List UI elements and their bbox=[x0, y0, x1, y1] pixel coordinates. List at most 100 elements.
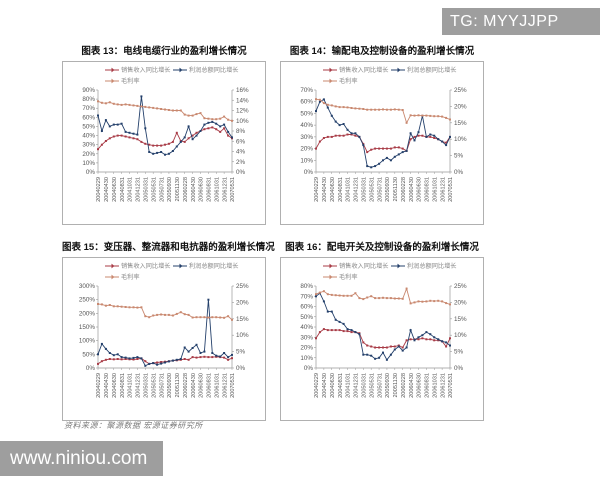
svg-text:20040229: 20040229 bbox=[314, 177, 320, 202]
chart-15-transformer: 0% 50% 100% 150% 200% 250% 300% 0% 5% 10% 15% 20% 25… bbox=[62, 257, 266, 421]
svg-text:20050930: 20050930 bbox=[167, 373, 173, 398]
svg-text:20040430: 20040430 bbox=[322, 177, 328, 202]
svg-text:20040229: 20040229 bbox=[96, 373, 102, 398]
svg-text:20050531: 20050531 bbox=[369, 373, 375, 398]
svg-text:60%: 60% bbox=[300, 304, 313, 311]
chart-canvas: 0% 10% 20% 30% 40% 50% 60% 70% 80% 90% 0% 2% 4% 6% 8% 1… bbox=[82, 66, 249, 202]
svg-text:20050731: 20050731 bbox=[377, 373, 383, 398]
svg-text:20060831: 20060831 bbox=[207, 373, 213, 398]
svg-text:20060228: 20060228 bbox=[183, 177, 189, 202]
svg-text:10%: 10% bbox=[454, 332, 467, 339]
chart-canvas: 0% 50% 100% 150% 200% 250% 300% 0% 5% 10% 15% 20% 25… bbox=[79, 262, 249, 398]
svg-text:20060630: 20060630 bbox=[199, 373, 205, 398]
svg-text:20061231: 20061231 bbox=[440, 177, 446, 202]
svg-text:20060430: 20060430 bbox=[409, 177, 415, 202]
svg-text:50%: 50% bbox=[82, 123, 95, 130]
svg-text:20060630: 20060630 bbox=[417, 177, 423, 202]
svg-text:20060831: 20060831 bbox=[425, 177, 431, 202]
chart-title-14: 图表 14：输配电及控制设备的盈利增长情况 bbox=[289, 46, 475, 57]
svg-text:16%: 16% bbox=[236, 87, 249, 94]
svg-text:利润总额同比增长: 利润总额同比增长 bbox=[189, 262, 239, 270]
svg-text:50%: 50% bbox=[300, 314, 313, 321]
chart-block-13: 图表 13：电线电缆行业的盈利增长情况 0% 10% 20% 30% 40% 50% 60%… bbox=[62, 45, 266, 225]
chart-block-15: 图表 15：变压器、整流器和电抗器的盈利增长情况 0% 50% 100% 150% 20… bbox=[62, 241, 275, 421]
svg-text:15%: 15% bbox=[454, 120, 467, 127]
svg-text:20070531: 20070531 bbox=[230, 373, 236, 398]
svg-text:10%: 10% bbox=[236, 332, 249, 339]
svg-text:20050930: 20050930 bbox=[385, 177, 391, 202]
chart-title-15: 图表 15：变压器、整流器和电抗器的盈利增长情况 bbox=[62, 242, 275, 253]
svg-text:20051130: 20051130 bbox=[175, 373, 181, 397]
chart-14-transmission-control: 0% 10% 20% 30% 40% 50% 60% 70% 0% 5% 10% 15% 20% 25% 2… bbox=[280, 61, 484, 225]
svg-text:利润总额同比增长: 利润总额同比增长 bbox=[407, 262, 457, 270]
svg-text:150%: 150% bbox=[79, 324, 96, 331]
svg-text:20040430: 20040430 bbox=[104, 373, 110, 398]
svg-text:20060831: 20060831 bbox=[425, 373, 431, 398]
svg-text:20060228: 20060228 bbox=[401, 177, 407, 202]
svg-text:20040831: 20040831 bbox=[338, 177, 344, 202]
chart-title-13: 图表 13：电线电缆行业的盈利增长情况 bbox=[81, 46, 247, 57]
svg-text:80%: 80% bbox=[300, 283, 313, 290]
svg-text:销售收入同比增长: 销售收入同比增长 bbox=[339, 262, 389, 270]
svg-text:20041031: 20041031 bbox=[346, 373, 352, 398]
svg-text:20041231: 20041231 bbox=[136, 177, 142, 202]
chart-canvas: 0% 10% 20% 30% 40% 50% 60% 70% 0% 5% 10% 15% 20% 25% 2… bbox=[300, 66, 467, 202]
svg-text:90%: 90% bbox=[82, 87, 95, 94]
svg-text:20061231: 20061231 bbox=[222, 373, 228, 398]
svg-text:20050531: 20050531 bbox=[151, 373, 157, 398]
svg-text:40%: 40% bbox=[300, 122, 313, 129]
watermark-site-badge: www.niniou.com bbox=[0, 441, 163, 476]
svg-text:8%: 8% bbox=[236, 128, 246, 135]
svg-text:20041231: 20041231 bbox=[354, 177, 360, 202]
svg-text:20070531: 20070531 bbox=[230, 177, 236, 202]
svg-text:20060228: 20060228 bbox=[401, 373, 407, 398]
svg-text:20060430: 20060430 bbox=[191, 177, 197, 202]
svg-text:80%: 80% bbox=[82, 96, 95, 103]
svg-text:0%: 0% bbox=[236, 365, 246, 372]
svg-text:50%: 50% bbox=[300, 110, 313, 117]
svg-text:5%: 5% bbox=[236, 349, 246, 356]
chart-13-wire-cable: 0% 10% 20% 30% 40% 50% 60% 70% 80% 90% 0% 2% 4% 6% 8% 1… bbox=[62, 61, 266, 225]
svg-text:20060228: 20060228 bbox=[183, 373, 189, 398]
source-note: 资料来源：聚源数据 宏源证券研究所 bbox=[64, 421, 203, 430]
svg-text:0%: 0% bbox=[454, 169, 464, 176]
svg-text:20040630: 20040630 bbox=[330, 373, 336, 398]
svg-text:60%: 60% bbox=[300, 99, 313, 106]
svg-text:20041231: 20041231 bbox=[354, 373, 360, 398]
svg-text:5%: 5% bbox=[454, 153, 464, 160]
svg-text:20040229: 20040229 bbox=[96, 177, 102, 202]
chart-block-16: 图表 16：配电开关及控制设备的盈利增长情况 0% 10% 20% 30% 40% 50%… bbox=[280, 241, 484, 421]
svg-text:利润总额同比增长: 利润总额同比增长 bbox=[189, 66, 239, 74]
svg-text:0%: 0% bbox=[304, 169, 314, 176]
svg-text:毛利率: 毛利率 bbox=[121, 77, 140, 85]
svg-text:14%: 14% bbox=[236, 97, 249, 104]
svg-text:20061231: 20061231 bbox=[222, 177, 228, 202]
svg-text:20070531: 20070531 bbox=[448, 177, 454, 202]
svg-text:20050930: 20050930 bbox=[167, 177, 173, 202]
svg-text:10%: 10% bbox=[300, 157, 313, 164]
svg-text:15%: 15% bbox=[236, 316, 249, 323]
svg-text:20%: 20% bbox=[300, 345, 313, 352]
svg-text:20061031: 20061031 bbox=[432, 373, 438, 398]
svg-text:6%: 6% bbox=[236, 138, 246, 145]
svg-text:30%: 30% bbox=[82, 142, 95, 149]
svg-text:25%: 25% bbox=[236, 283, 249, 290]
svg-text:20050331: 20050331 bbox=[143, 373, 149, 398]
svg-text:30%: 30% bbox=[300, 334, 313, 341]
svg-text:20040831: 20040831 bbox=[120, 177, 126, 202]
charts-grid: 图表 13：电线电缆行业的盈利增长情况 0% 10% 20% 30% 40% 50% 60%… bbox=[62, 45, 484, 421]
svg-text:70%: 70% bbox=[300, 87, 313, 94]
svg-text:20050531: 20050531 bbox=[151, 177, 157, 202]
svg-text:20050731: 20050731 bbox=[159, 177, 165, 202]
svg-text:25%: 25% bbox=[454, 87, 467, 94]
svg-text:0%: 0% bbox=[454, 365, 464, 372]
svg-text:20040630: 20040630 bbox=[112, 373, 118, 398]
svg-text:20061031: 20061031 bbox=[214, 373, 220, 398]
svg-text:0%: 0% bbox=[304, 365, 314, 372]
svg-text:0%: 0% bbox=[86, 365, 96, 372]
svg-text:20050331: 20050331 bbox=[143, 177, 149, 202]
svg-text:20%: 20% bbox=[82, 151, 95, 158]
svg-text:20041031: 20041031 bbox=[346, 177, 352, 202]
svg-text:0%: 0% bbox=[86, 169, 96, 176]
svg-text:60%: 60% bbox=[82, 114, 95, 121]
